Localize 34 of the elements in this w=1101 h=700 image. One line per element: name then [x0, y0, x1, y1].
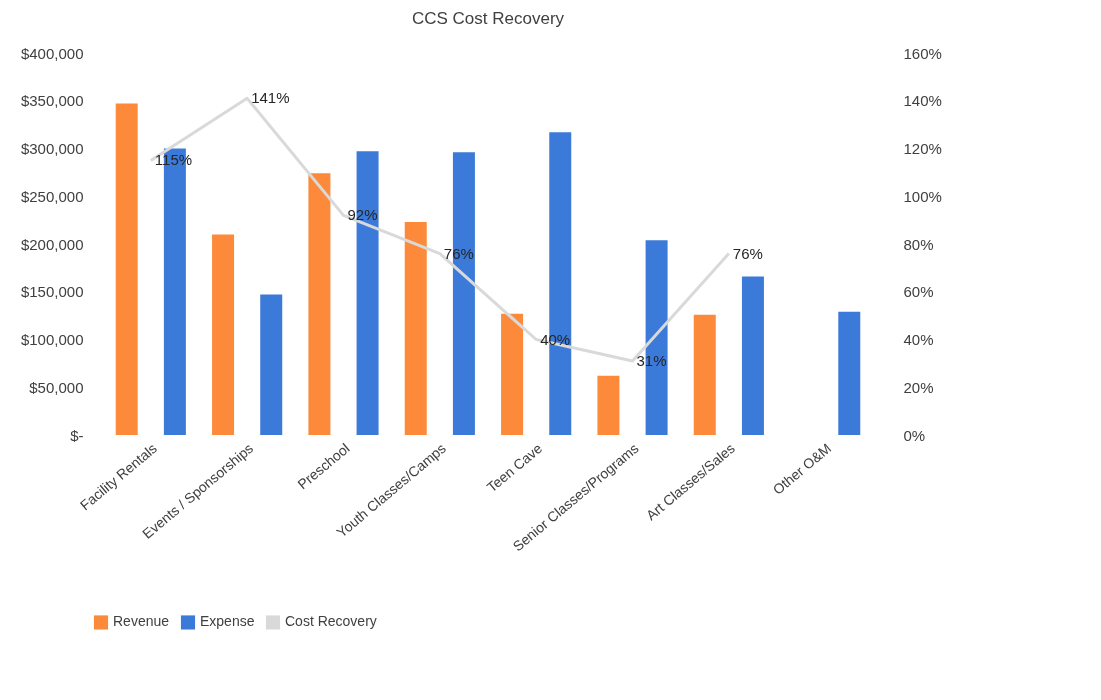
legend-label: Revenue: [113, 613, 170, 630]
y2-tick-label: 120%: [903, 140, 942, 157]
y2-tick-label: 60%: [903, 283, 934, 301]
bar: [212, 234, 235, 435]
y2-tick-label: 20%: [903, 378, 934, 396]
y-tick-label: $300,000: [20, 140, 84, 157]
y-tick-label: $-: [70, 426, 84, 444]
y2-tick-label: 100%: [903, 187, 942, 205]
bar: [115, 103, 138, 435]
y-tick-label: $200,000: [20, 235, 84, 253]
data-label: 141%: [251, 89, 290, 107]
y2-tick-label: 140%: [903, 92, 942, 110]
y2-tick-label: 40%: [903, 331, 934, 348]
bar: [741, 276, 764, 435]
y-tick-label: $250,000: [20, 187, 84, 205]
bar: [404, 222, 427, 435]
bar: [260, 294, 283, 435]
bar: [693, 314, 716, 435]
data-label: 76%: [732, 244, 763, 262]
y-tick-label: $100,000: [20, 331, 84, 348]
bar: [501, 313, 524, 435]
bar: [597, 375, 620, 435]
y-tick-label: $150,000: [20, 283, 84, 301]
y-tick-label: $400,000: [20, 44, 84, 62]
y2-tick-label: 0%: [903, 426, 926, 444]
y-tick-label: $350,000: [20, 92, 84, 110]
y-tick-label: $50,000: [29, 378, 84, 396]
legend-label: Expense: [200, 613, 255, 630]
y2-tick-label: 80%: [903, 235, 934, 253]
bar: [308, 173, 331, 435]
y2-tick-label: 160%: [903, 44, 942, 62]
chart-title: CCS Cost Recovery: [411, 9, 565, 28]
legend-label: Cost Recovery: [285, 613, 377, 630]
bar: [838, 311, 861, 435]
